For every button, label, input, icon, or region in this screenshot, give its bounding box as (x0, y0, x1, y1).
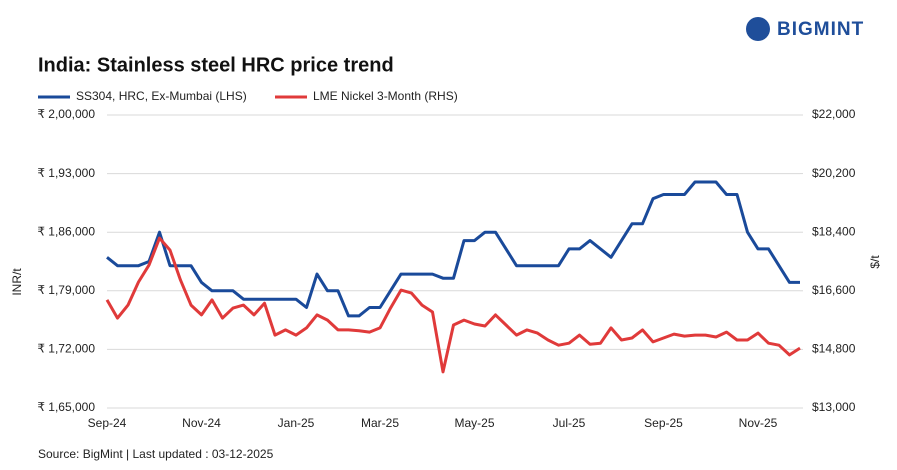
y2-axis-label: $/t (868, 255, 882, 269)
x-tick-label: Nov-24 (182, 416, 221, 430)
y2-tick-label: $14,800 (812, 342, 856, 356)
y-tick-label: ₹ 1,65,000 (37, 400, 95, 414)
x-tick-label: Sep-25 (644, 416, 683, 430)
y2-tick-label: $22,000 (812, 107, 856, 121)
chart-title: India: Stainless steel HRC price trend (38, 54, 394, 76)
y-tick-label: ₹ 1,86,000 (37, 224, 95, 238)
series-line (106, 180, 800, 318)
logo: BIGMINT (746, 17, 864, 41)
x-tick-label: Jul-25 (553, 416, 586, 430)
x-tick-label: Jan-25 (278, 416, 315, 430)
y-tick-label: ₹ 1,93,000 (37, 166, 95, 180)
x-tick-label: Nov-25 (739, 416, 778, 430)
logo-text: BIGMINT (777, 19, 864, 40)
y2-tick-label: $20,200 (812, 166, 856, 180)
legend-label: SS304, HRC, Ex-Mumbai (LHS) (76, 89, 247, 103)
x-tick-label: Sep-24 (88, 416, 127, 430)
source-note: Source: BigMint | Last updated : 03-12-2… (38, 447, 274, 461)
y-tick-label: ₹ 1,72,000 (37, 342, 95, 356)
legend-label: LME Nickel 3-Month (RHS) (313, 89, 458, 103)
y-axis-label: INR/t (10, 268, 24, 296)
y-tick-label: ₹ 2,00,000 (37, 107, 95, 121)
y-tick-label: ₹ 1,79,000 (37, 283, 95, 297)
y2-tick-label: $18,400 (812, 224, 856, 238)
y2-tick-label: $13,000 (812, 400, 856, 414)
y2-tick-label: $16,600 (812, 283, 856, 297)
x-tick-label: Mar-25 (361, 416, 399, 430)
x-tick-label: May-25 (454, 416, 494, 430)
logo-icon (746, 17, 770, 41)
series-line (105, 236, 801, 374)
